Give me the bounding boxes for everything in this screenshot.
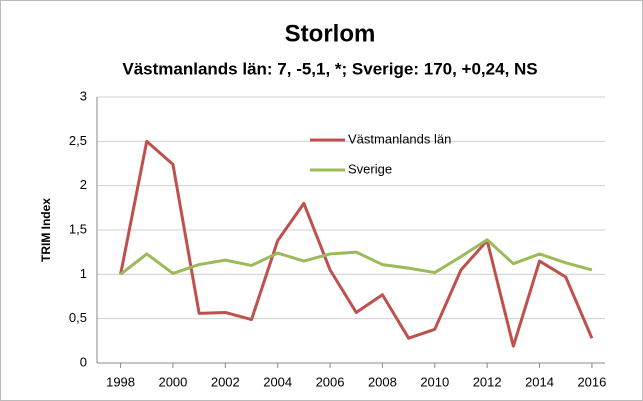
y-tick-label: 0 <box>80 354 87 369</box>
y-tick-label: 0,5 <box>69 310 87 325</box>
legend-label: Västmanlands län <box>348 131 451 146</box>
y-axis-label: TRIM Index <box>39 198 53 262</box>
chart-subtitle: Västmanlands län: 7, -5,1, *; Sverige: 1… <box>122 59 537 78</box>
x-tick-label: 2002 <box>211 374 240 389</box>
chart-title: Storlom <box>285 20 376 47</box>
x-tick-label: 2016 <box>577 374 606 389</box>
series-line <box>119 238 593 276</box>
y-tick-label: 3 <box>80 88 87 103</box>
x-tick-label: 2004 <box>263 374 292 389</box>
x-tick-label: 2008 <box>368 374 397 389</box>
x-tick-label: 2014 <box>525 374 554 389</box>
x-tick-label: 1998 <box>106 374 135 389</box>
y-tick-label: 1 <box>80 266 87 281</box>
y-tick-label: 2 <box>80 177 87 192</box>
x-tick-label: 2010 <box>420 374 449 389</box>
y-tick-label: 2,5 <box>69 133 87 148</box>
y-tick-label: 1,5 <box>69 221 87 236</box>
x-tick-label: 2000 <box>158 374 187 389</box>
legend-label: Sverige <box>348 161 392 176</box>
x-tick-label: 2012 <box>473 374 502 389</box>
series-line <box>119 139 594 348</box>
x-tick-label: 2006 <box>316 374 345 389</box>
